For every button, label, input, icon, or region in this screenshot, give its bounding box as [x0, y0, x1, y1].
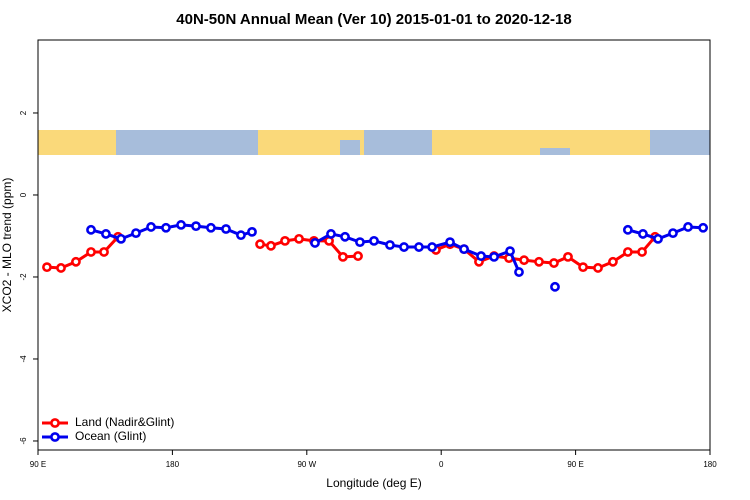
data-point — [459, 244, 469, 254]
data-point — [146, 222, 156, 232]
y-tick-label: 2 — [19, 110, 28, 115]
data-point — [161, 222, 171, 233]
map-band — [38, 130, 710, 155]
data-point — [563, 251, 573, 262]
data-point — [622, 247, 633, 257]
legend-label: Ocean (Glint) — [75, 429, 146, 443]
data-point — [247, 226, 257, 237]
data-point — [56, 263, 66, 273]
data-point — [593, 263, 603, 273]
x-tick-label: 0 — [439, 460, 444, 469]
data-point — [338, 251, 348, 262]
data-point — [294, 233, 304, 244]
legend-marker — [50, 418, 60, 428]
chart-title: 40N-50N Annual Mean (Ver 10) 2015-01-01 … — [176, 11, 571, 28]
data-point — [399, 242, 409, 252]
data-point — [266, 240, 276, 251]
data-point — [445, 237, 455, 248]
x-tick-label: 90 W — [297, 460, 316, 469]
data-point — [549, 258, 559, 268]
x-tick-label: 180 — [703, 460, 717, 469]
data-point — [255, 239, 265, 250]
data-point — [534, 256, 544, 267]
data-point — [280, 235, 290, 246]
data-point — [683, 222, 693, 232]
legend: Land (Nadir&Glint)Ocean (Glint) — [42, 415, 174, 443]
data-point — [489, 251, 499, 262]
y-tick-label: -4 — [19, 355, 28, 363]
data-point — [578, 262, 588, 273]
y-tick-label: 0 — [19, 192, 28, 197]
data-point — [550, 281, 560, 292]
data-point — [385, 240, 395, 250]
series-line — [435, 235, 657, 270]
data-point — [42, 262, 52, 273]
data-point — [355, 237, 365, 248]
y-tick-label: -2 — [19, 273, 28, 281]
data-point — [637, 247, 647, 257]
x-tick-label: 90 E — [30, 460, 46, 469]
data-point — [608, 256, 618, 267]
x-tick-label: 180 — [166, 460, 180, 469]
data-point — [514, 267, 524, 277]
x-tick-label: 90 E — [567, 460, 583, 469]
plot-frame — [37, 39, 711, 451]
data-point — [221, 224, 231, 234]
data-point — [131, 228, 141, 239]
data-point — [505, 246, 515, 257]
data-point — [622, 224, 633, 235]
legend-label: Land (Nadir&Glint) — [75, 415, 174, 429]
data-point — [86, 247, 96, 257]
data-point — [653, 233, 663, 244]
data-point — [99, 247, 109, 257]
data-point — [638, 229, 648, 239]
data-point — [191, 221, 201, 232]
data-point — [369, 235, 379, 246]
data-point — [326, 229, 336, 239]
data-point — [176, 220, 186, 230]
data-point — [236, 230, 246, 241]
y-tick-label: -6 — [19, 437, 28, 445]
data-point — [668, 228, 678, 239]
data-point — [310, 238, 320, 248]
y-axis-label: XCO2 - MLO trend (ppm) — [0, 178, 14, 313]
data-point — [414, 242, 424, 252]
data-point — [353, 251, 363, 261]
x-axis-label: Longitude (deg E) — [326, 476, 421, 490]
data-point — [340, 231, 350, 242]
data-point — [101, 229, 111, 239]
data-point — [206, 222, 216, 233]
legend-marker — [50, 432, 60, 442]
data-point — [71, 256, 81, 267]
data-point — [427, 242, 437, 252]
data-point — [86, 224, 96, 235]
data-point — [476, 251, 486, 261]
data-point — [698, 222, 709, 233]
data-point — [116, 233, 126, 244]
data-point — [519, 255, 529, 266]
